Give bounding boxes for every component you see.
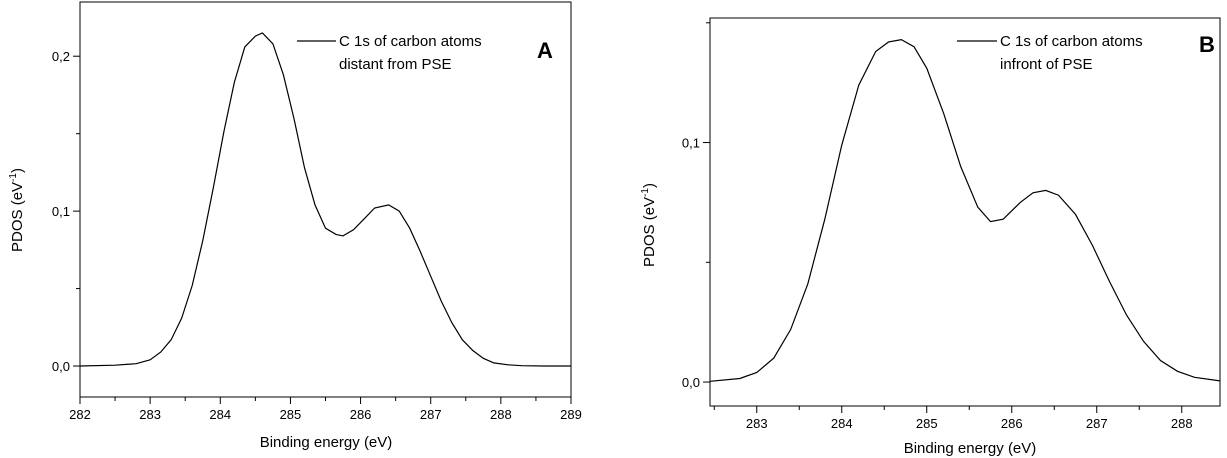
panel-b-x-tick-label-287: 287 bbox=[1086, 416, 1108, 431]
panel-a-y-tick-label-0,2: 0,2 bbox=[52, 49, 70, 64]
panel-a-x-tick-label-286: 286 bbox=[350, 407, 372, 422]
panel-a-y-axis-title-close: ) bbox=[9, 168, 26, 173]
panel-a-x-ticks: 282 283 284 285 286 287 288 289 bbox=[69, 397, 582, 422]
panel-b-legend-line2: infront of PSE bbox=[1000, 56, 1093, 73]
panel-a: 282 283 284 285 286 287 288 289 0,0 0,1 0,2 C 1s … bbox=[8, 1, 582, 451]
panel-a-x-tick-label-285: 285 bbox=[280, 407, 302, 422]
panel-b-y-axis-title-close: ) bbox=[641, 183, 658, 188]
panel-a-y-axis-title-sup: -1 bbox=[8, 173, 19, 182]
panel-b-x-tick-label-288: 288 bbox=[1171, 416, 1193, 431]
panel-b-series-line bbox=[709, 38, 1221, 382]
panel-a-x-axis-title: Binding energy (eV) bbox=[260, 434, 393, 451]
panel-b-x-ticks: 283 284 285 286 287 288 bbox=[713, 406, 1193, 431]
panel-b-y-axis-title-main: PDOS (eV bbox=[641, 197, 658, 267]
panel-a-x-tick-label-287: 287 bbox=[420, 407, 442, 422]
panel-b-x-tick-label-284: 284 bbox=[831, 416, 853, 431]
panel-b-y-axis-title-sup: -1 bbox=[640, 188, 651, 197]
panel-a-y-axis-title: PDOS (eV-1) bbox=[8, 168, 26, 252]
panel-a-y-axis-title-main: PDOS (eV bbox=[9, 182, 26, 252]
panel-b-x-tick-label-286: 286 bbox=[1001, 416, 1023, 431]
panel-b-x-tick-label-283: 283 bbox=[746, 416, 768, 431]
panel-b-legend-line1: C 1s of carbon atoms bbox=[1000, 33, 1143, 50]
panel-b-label: B bbox=[1199, 32, 1215, 57]
panel-a-legend-line1: C 1s of carbon atoms bbox=[339, 33, 482, 50]
panel-a-x-tick-label-288: 288 bbox=[490, 407, 512, 422]
panel-a-legend-line2: distant from PSE bbox=[339, 56, 452, 73]
panel-b-plot-frame bbox=[709, 17, 1221, 407]
panel-a-y-tick-label-0,0: 0,0 bbox=[52, 359, 70, 374]
panel-a-x-tick-label-282: 282 bbox=[69, 407, 91, 422]
panel-b-y-ticks: 0,0 0,1 bbox=[682, 22, 710, 390]
panel-a-label: A bbox=[537, 38, 553, 63]
panel-b-y-axis-title: PDOS (eV-1) bbox=[640, 183, 658, 267]
panel-a-plot-frame bbox=[79, 1, 572, 398]
panel-a-series-line bbox=[79, 32, 571, 367]
panel-a-x-tick-label-289: 289 bbox=[560, 407, 582, 422]
panel-b-x-axis-title: Binding energy (eV) bbox=[904, 440, 1037, 457]
panel-a-y-tick-label-0,1: 0,1 bbox=[52, 204, 70, 219]
panel-b-y-tick-label-0,1: 0,1 bbox=[682, 136, 700, 151]
panel-a-x-tick-label-283: 283 bbox=[139, 407, 161, 422]
panel-b: 283 284 285 286 287 288 0,0 0,1 C 1s of carbon… bbox=[640, 17, 1221, 457]
panel-b-y-tick-label-0,0: 0,0 bbox=[682, 375, 700, 390]
panel-b-x-tick-label-285: 285 bbox=[916, 416, 938, 431]
panel-a-y-ticks: 0,0 0,1 0,2 bbox=[52, 49, 80, 374]
panel-a-x-tick-label-284: 284 bbox=[209, 407, 231, 422]
